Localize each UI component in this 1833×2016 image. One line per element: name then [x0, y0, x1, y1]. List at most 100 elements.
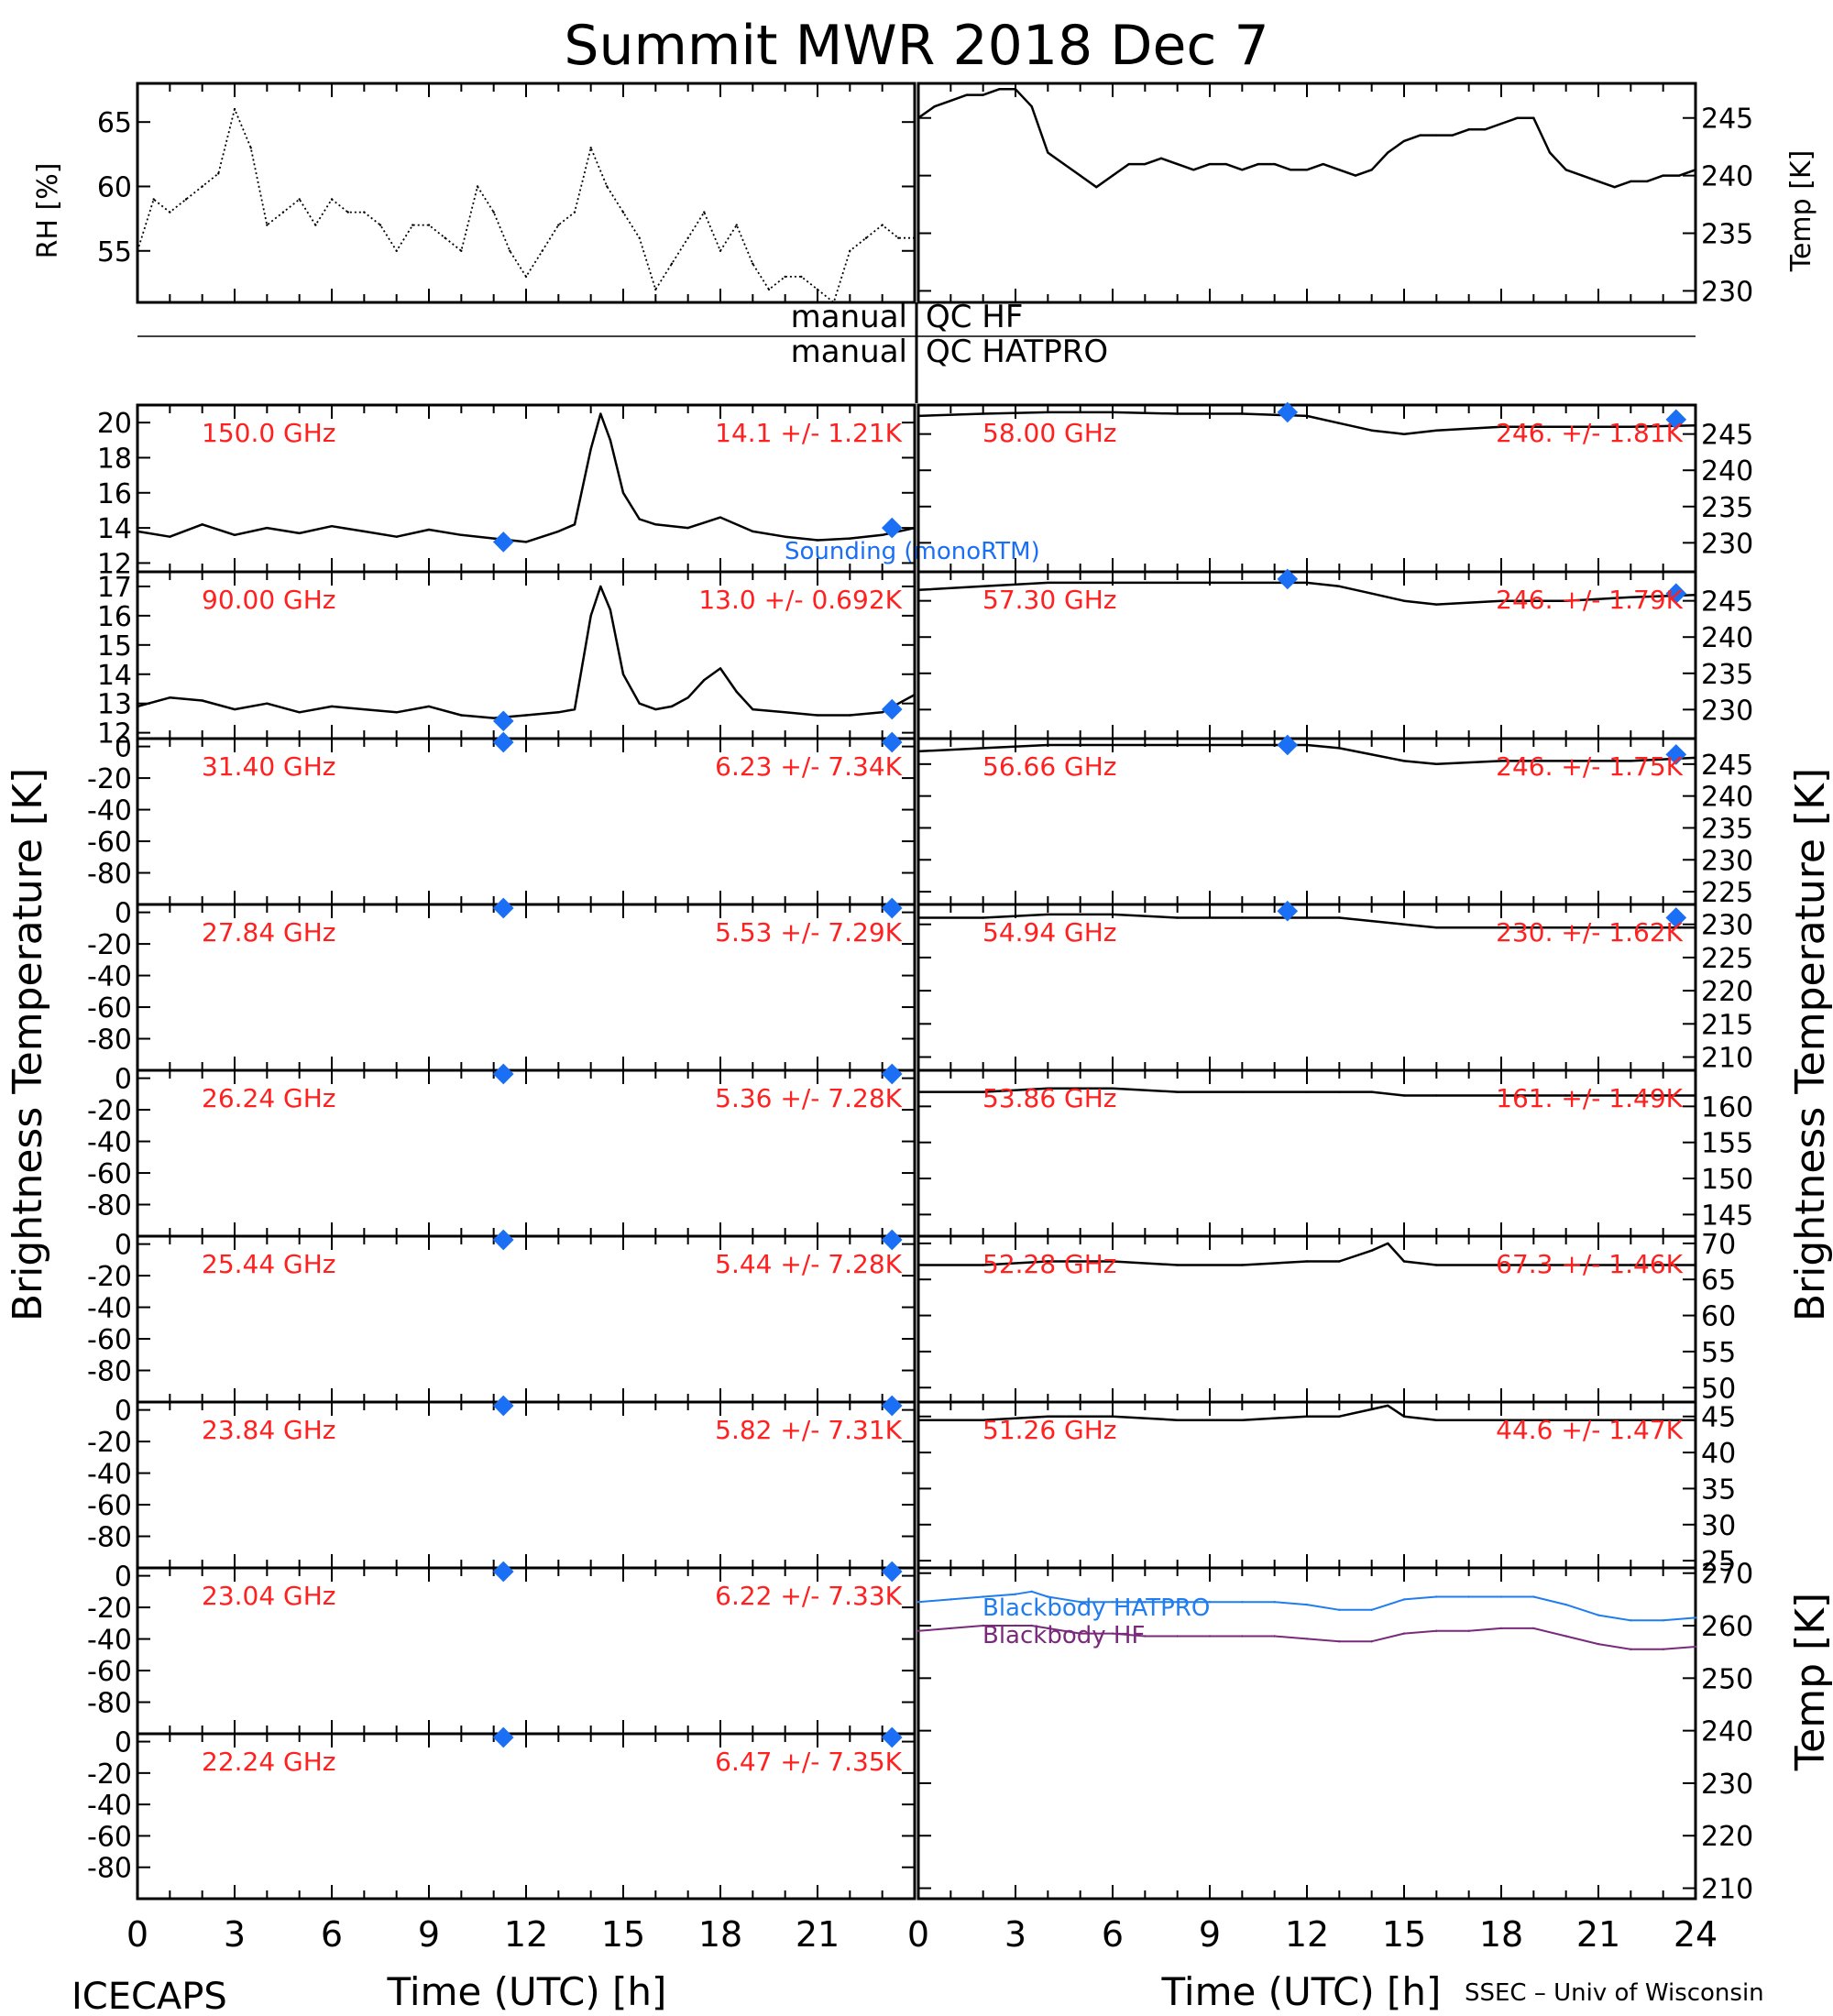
tb_90-point [330, 705, 334, 708]
temp-point [1402, 139, 1406, 143]
temp-point [1451, 134, 1454, 137]
temp-point [1127, 162, 1130, 166]
blackbody-point [1176, 1635, 1179, 1638]
temp-point [1273, 162, 1276, 166]
blackbody-ytick-label: 210 [1701, 1874, 1753, 1906]
blackbody-ytick-label: 250 [1701, 1663, 1753, 1695]
blackbody-point [1144, 1601, 1147, 1604]
tb_150-point [557, 530, 560, 533]
tb_56-point [1499, 760, 1503, 762]
rh-point [573, 211, 576, 214]
tb_56-point [1338, 747, 1341, 750]
tb_57_30-point [1499, 599, 1503, 602]
tb_51-ytick-label: 45 [1701, 1402, 1736, 1434]
tb_90-point [752, 707, 754, 711]
temp-point [1257, 162, 1260, 166]
temp-axis-label: Temp [K] [1785, 150, 1817, 273]
tb_56-point [1305, 743, 1309, 747]
tb_26-ytick-label: -60 [87, 1158, 132, 1190]
tb_57_30-point [916, 588, 920, 591]
tb_57_30-point [1338, 585, 1341, 587]
temp-point [1322, 162, 1324, 166]
tb_58-ytick-label: 240 [1701, 455, 1753, 488]
tb_54-sonde-marker [1277, 900, 1299, 922]
tb_150-point [233, 533, 236, 536]
rh-point [169, 211, 171, 214]
tb_26-sonde-marker [881, 1063, 903, 1085]
blackbody-point [1176, 1601, 1179, 1604]
tb_27-stats-label: 5.53 +/- 7.29K [715, 917, 902, 948]
tb_150-point [395, 535, 398, 538]
qc-hf-right-label: QC HF [926, 299, 1023, 335]
tb_90-point [719, 667, 722, 670]
tb_54-ytick-label: 230 [1701, 910, 1753, 942]
blackbody-point [1305, 1603, 1309, 1606]
temp-point [1581, 174, 1584, 177]
rh-point [864, 236, 868, 239]
blackbody-xtick-label: 15 [1382, 1914, 1426, 1955]
tb_27-sonde-marker [881, 897, 903, 919]
blackbody-point [916, 1629, 920, 1633]
tb_54-point [916, 916, 920, 919]
rh-point [654, 288, 657, 291]
rh-point [412, 224, 414, 226]
tb_51-ytick-label: 35 [1701, 1474, 1736, 1506]
blackbody-point [1435, 1629, 1438, 1633]
blackbody-ytick-label: 270 [1701, 1559, 1753, 1591]
blackbody-point [1111, 1601, 1114, 1604]
rh-point [897, 236, 900, 239]
tb_90-point [849, 714, 851, 717]
tb_150-point [609, 439, 612, 442]
tb_90-point [460, 714, 463, 717]
tb_90-point [609, 608, 612, 611]
tb_90-stats-label: 13.0 +/- 0.692K [698, 585, 902, 615]
rh-point [476, 185, 479, 188]
tb_22-xtick-label: 0 [126, 1914, 148, 1955]
tb_58-point [1564, 425, 1567, 428]
bb-temp-axis-label: Temp [K] [1787, 1593, 1833, 1771]
tb_53-point [1176, 1090, 1179, 1093]
tb_23_04-ytick-label: -60 [87, 1656, 132, 1688]
tb_53-ytick-label: 160 [1701, 1091, 1753, 1123]
tb_56-point [1047, 743, 1049, 747]
tb_150-point [849, 537, 851, 540]
panel-tb_53: 145 150 155 160 53.86 GHz 161. +/- 1.49K [916, 1068, 1753, 1238]
blackbody-point [916, 1601, 920, 1604]
blackbody-point [1435, 1595, 1438, 1598]
tb_57_30-point [1435, 603, 1438, 606]
tb_22-ytick-label: -20 [87, 1759, 132, 1791]
tb_58-sonde-marker [1665, 409, 1687, 431]
tb_90-point [492, 717, 495, 719]
temp-ytick-label: 230 [1701, 276, 1753, 308]
blackbody-point [1208, 1601, 1212, 1604]
blackbody-point [1630, 1648, 1632, 1651]
tb-right-axis-label: Brightness Temperature [K] [1787, 768, 1833, 1321]
tb_52-point [1370, 1249, 1373, 1252]
temp-point [1305, 169, 1309, 171]
temp-ytick-label: 235 [1701, 219, 1753, 251]
figure-title: Summit MWR 2018 Dec 7 [564, 14, 1268, 78]
tb_90-point [913, 693, 916, 696]
blackbody-point [1662, 1619, 1664, 1622]
tb_56-ytick-label: 225 [1701, 877, 1753, 909]
tb_90-point [670, 705, 674, 708]
tb_52-ytick-label: 50 [1701, 1373, 1736, 1405]
blackbody-point [1030, 1590, 1033, 1594]
tb_26-ytick-label: -80 [87, 1190, 132, 1222]
rh-point [524, 275, 528, 279]
tb_52-point [916, 1264, 920, 1266]
temp-point [1159, 157, 1163, 159]
tb_51-point [1564, 1419, 1567, 1421]
tb_56-ytick-label: 235 [1701, 813, 1753, 845]
tb_31-freq-label: 31.40 GHz [202, 751, 336, 782]
tb_90-sonde-marker [881, 698, 903, 720]
blackbody-point [1499, 1595, 1503, 1598]
rh-point [379, 224, 382, 226]
rh-point [816, 288, 819, 291]
tb_27-ytick-label: 0 [115, 898, 132, 930]
tb_51-point [1111, 1415, 1114, 1418]
panel-tb_31: 0-20-40-60-80 31.40 GHz 6.23 +/- 7.34K [87, 732, 916, 906]
temp-point [1241, 169, 1244, 171]
